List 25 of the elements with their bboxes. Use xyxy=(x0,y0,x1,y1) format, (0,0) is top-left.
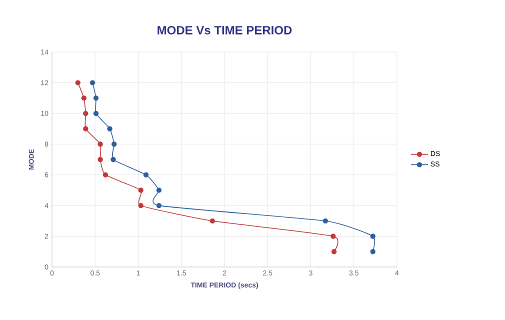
point xyxy=(93,95,99,101)
point xyxy=(102,172,108,178)
point xyxy=(90,80,96,86)
point xyxy=(110,156,116,162)
point xyxy=(138,202,144,208)
point xyxy=(156,188,162,193)
chart-title: MODE Vs TIME PERIOD xyxy=(158,26,292,34)
point xyxy=(83,126,88,132)
point xyxy=(107,126,112,132)
point xyxy=(322,218,328,224)
point xyxy=(143,172,149,178)
point xyxy=(331,249,337,254)
point xyxy=(156,202,162,208)
point xyxy=(93,110,99,116)
point xyxy=(75,80,80,86)
point xyxy=(138,188,144,193)
point xyxy=(98,156,103,162)
point xyxy=(98,142,103,147)
point xyxy=(370,249,376,254)
point xyxy=(210,218,216,224)
point xyxy=(112,142,117,147)
point xyxy=(330,234,336,239)
point xyxy=(370,234,376,239)
point xyxy=(81,95,87,101)
point xyxy=(83,110,88,116)
